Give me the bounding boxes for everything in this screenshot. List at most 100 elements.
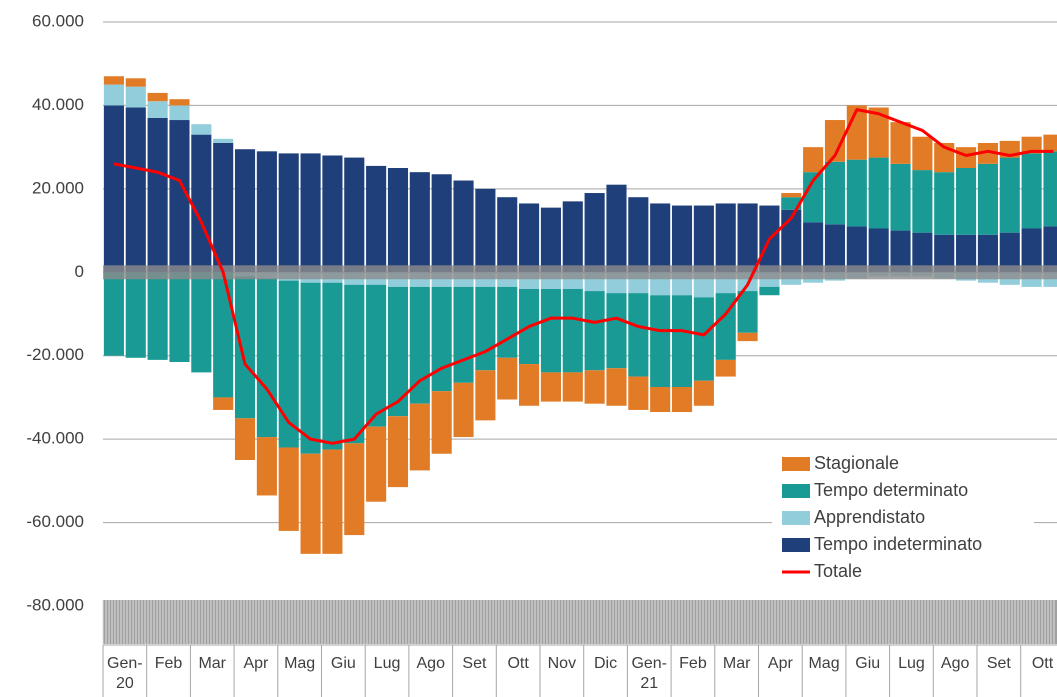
bar [409,286,430,404]
bar [169,120,190,273]
legend-swatch [782,538,810,552]
bar [387,416,409,488]
bar [213,397,234,410]
bar [344,157,365,273]
x-tick-label: Lug [898,655,925,672]
bar [453,286,474,383]
bars [103,76,1057,554]
bar [1021,153,1042,229]
bar [846,105,867,160]
bar [278,153,299,273]
bar [387,168,409,273]
bar [540,372,561,402]
bar [125,86,146,108]
bar [803,172,824,223]
bar [737,203,758,273]
y-tick-label: -40.000 [26,429,84,448]
bar [693,205,714,273]
bar [934,234,955,273]
bar [453,180,474,273]
bar [628,376,649,410]
bar [956,147,977,168]
x-tick-label: Mag [284,655,316,672]
bar [846,226,867,273]
bar [606,368,627,406]
bar [191,134,212,273]
bar [562,201,583,273]
bar [650,295,671,387]
bar [977,142,998,164]
bar [431,174,452,273]
x-tick-label: Nov [547,655,577,672]
bar [693,380,714,406]
bar [781,193,802,198]
x-tick-label: Apr [243,655,269,672]
bar [1043,134,1057,152]
legend-label: Totale [814,561,862,581]
bar [737,332,758,342]
bar [715,293,736,360]
bar [824,120,846,162]
bar [781,209,802,273]
bar [322,282,343,450]
x-tick-label: Ott [507,655,529,672]
bar [999,232,1020,273]
bar [956,168,977,235]
bar [606,184,627,273]
bar [519,203,540,273]
x-tick-label: Apr [767,655,793,672]
bar [715,203,736,273]
bar [147,272,168,360]
bar [671,295,693,387]
bar [693,297,714,381]
bar [912,136,933,171]
bar [650,203,671,273]
zero-axis-band [103,265,1057,280]
bar [824,161,846,225]
bar [169,99,190,106]
legend-swatch [782,511,810,525]
bar [475,286,496,371]
bar [256,151,277,273]
bar [803,147,824,173]
bar [999,157,1020,233]
bar [366,165,387,273]
bar [278,280,299,448]
x-tick-label: Set [986,655,1011,672]
bar [409,172,430,273]
x-tick-label: Ago [416,655,445,672]
bar [1043,151,1057,227]
bar [234,149,256,273]
bar [584,193,605,273]
legend-label: Tempo indeterminato [814,534,982,554]
bar [497,286,518,358]
bar [715,359,736,377]
bar [103,272,124,356]
bar [475,188,496,273]
bar [103,76,124,85]
bar [300,453,321,554]
bar [912,232,933,273]
bar [409,403,430,471]
bar [191,272,212,373]
bar [366,284,387,427]
bar [147,92,168,102]
bar [278,447,299,531]
bar [256,437,277,496]
bar [213,272,234,398]
bar [234,276,256,419]
bar [497,357,518,400]
bar [584,370,605,404]
legend-label: Apprendistato [814,507,925,527]
bar [912,170,933,233]
bar [169,105,190,121]
bar [868,157,889,229]
bar [519,364,540,406]
bar [431,286,452,392]
bar [562,372,583,402]
bar [540,207,561,273]
y-tick-label: 20.000 [32,178,84,197]
bar [890,230,911,273]
bar [256,278,277,438]
